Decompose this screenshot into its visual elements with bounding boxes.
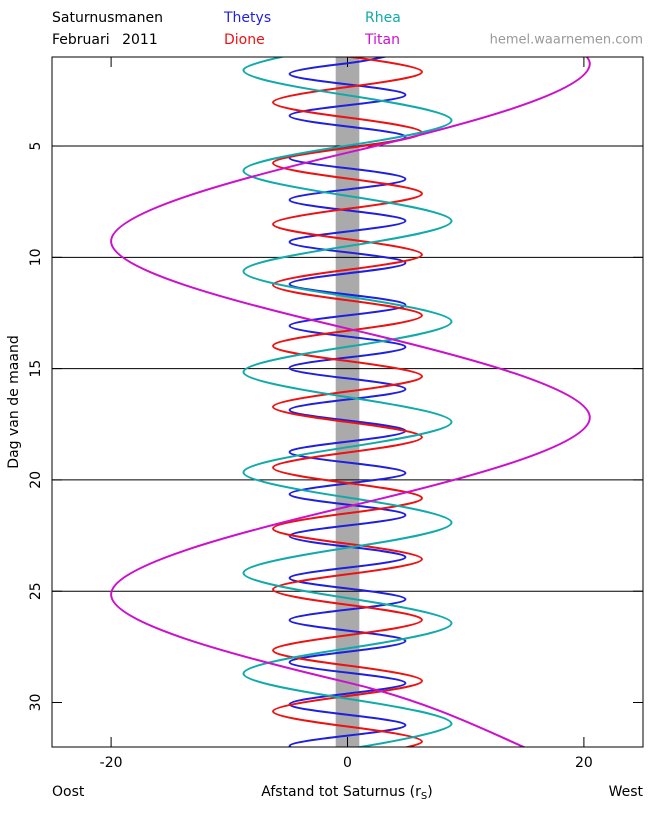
x-label-sub: S: [421, 791, 427, 802]
legend-entry: Rhea: [365, 10, 401, 26]
y-tick-label: 5: [28, 142, 44, 151]
y-tick-label: 30: [28, 694, 44, 712]
y-tick-label: 20: [28, 471, 44, 489]
left-label: Oost: [52, 784, 85, 800]
plot-frame: [51, 56, 644, 748]
source: hemel.waarnemen.com: [490, 33, 643, 48]
chart-title: Saturnusmanen: [52, 10, 163, 26]
y-tick-label: 10: [28, 248, 44, 266]
y-tick-label: 25: [28, 582, 44, 600]
plot-area: [110, 57, 591, 747]
right-label: West: [609, 784, 644, 800]
legend-entry: Titan: [364, 32, 400, 48]
x-tick-label: -20: [100, 755, 123, 771]
moon-curve: [288, 57, 407, 747]
chart-subtitle: Februari 2011: [52, 32, 158, 48]
legend-entry: Dione: [224, 32, 265, 48]
x-tick-label: 0: [343, 755, 352, 771]
x-label-text: Afstand tot Saturnus (r: [261, 784, 421, 800]
x-tick-label: 20: [575, 755, 593, 771]
moon-curve: [242, 57, 453, 747]
y-tick-label: 15: [28, 360, 44, 378]
legend-entry: Thetys: [223, 10, 271, 26]
x-axis-label: Afstand tot Saturnus (rS): [261, 784, 432, 802]
x-label-end: ): [427, 784, 432, 800]
y-axis-label: Dag van de maand: [6, 335, 22, 468]
saturn-band: [335, 57, 360, 747]
moon-curve: [272, 57, 423, 747]
moon-curve: [110, 57, 591, 747]
